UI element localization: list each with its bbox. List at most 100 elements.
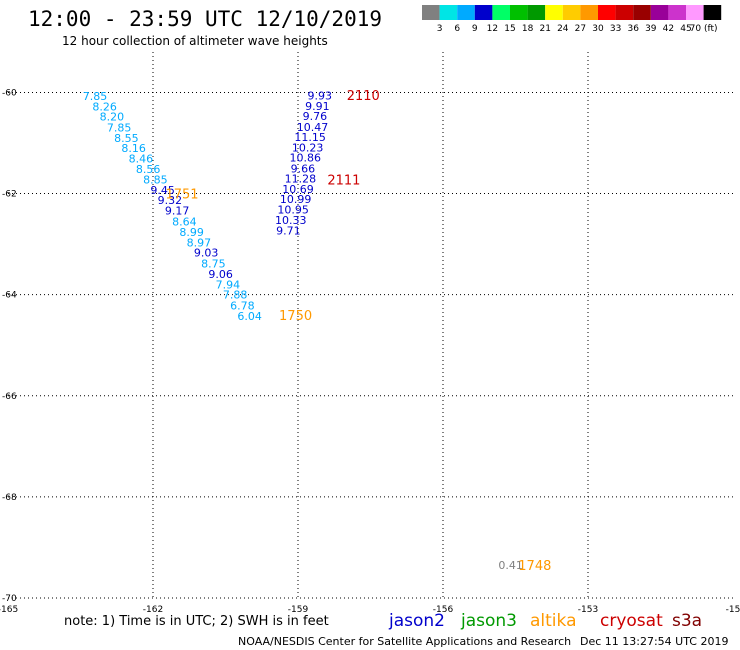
colorbar-label: 36 (627, 24, 639, 34)
time-label: 1748 (518, 559, 551, 574)
wave-height-point: 6.78 (230, 299, 255, 312)
colorbar-label: 12 (487, 24, 498, 34)
wave-height-point: 10.95 (277, 204, 309, 217)
wave-height-point: 8.16 (121, 142, 146, 155)
y-tick-label: -70 (2, 594, 17, 604)
colorbar-label: 33 (610, 24, 621, 34)
y-tick-label: -64 (2, 291, 17, 301)
time-label: 2111 (327, 173, 360, 188)
colorbar-label: 39 (645, 24, 657, 34)
x-axis-ticks: -165 -162 -159 -156 -153 -15 (0, 605, 740, 615)
colorbar-label: 42 (663, 24, 674, 34)
wave-height-point: 7.88 (223, 289, 248, 302)
wave-height-point: 8.75 (201, 257, 226, 270)
colorbar-label: 30 (592, 24, 604, 34)
y-tick-label: -68 (2, 493, 17, 503)
satellite-name: jason2 (388, 611, 445, 631)
colorbar-swatch (686, 5, 704, 20)
wave-height-point: 8.64 (172, 215, 197, 228)
wave-height-point: 7.85 (83, 90, 108, 103)
footer-note: note: 1) Time is in UTC; 2) SWH is in fe… (64, 614, 329, 629)
plot-grid (8, 52, 733, 599)
x-tick-label: -165 (0, 605, 18, 615)
footer-credit: NOAA/NESDIS Center for Satellite Applica… (238, 635, 571, 648)
y-tick-label: -66 (2, 392, 17, 402)
chart-title: 12:00 - 23:59 UTC 12/10/2019 (28, 7, 382, 31)
colorbar-swatch (510, 5, 528, 20)
wave-height-point: 8.55 (114, 132, 139, 145)
time-label: 2110 (347, 89, 380, 104)
wave-height-point: 10.69 (282, 183, 314, 196)
colorbar-swatch (527, 5, 546, 20)
colorbar-swatch (633, 5, 651, 20)
colorbar-swatch (580, 5, 598, 20)
footer-timestamp: Dec 11 13:27:54 UTC 2019 (580, 635, 728, 648)
y-tick-label: -62 (2, 190, 17, 200)
colorbar-swatch (422, 5, 440, 20)
time-label: 1751 (165, 188, 198, 203)
wave-height-point: 9.93 (308, 89, 333, 102)
wave-height-point: 11.15 (294, 131, 326, 144)
colorbar-label: 70 (ft) (690, 24, 718, 34)
chart-subtitle: 12 hour collection of altimeter wave hei… (62, 34, 328, 48)
colorbar-label: 9 (472, 24, 478, 34)
colorbar-label: 15 (504, 24, 515, 34)
wave-height-point: 9.91 (305, 100, 330, 113)
wave-height-point: 7.94 (216, 279, 241, 292)
colorbar-swatch (562, 5, 581, 20)
x-tick-label: -15 (726, 605, 740, 615)
wave-height-point: 7.85 (107, 121, 132, 134)
wave-height-point: 9.32 (158, 194, 183, 207)
wave-height-point: 8.26 (92, 101, 117, 114)
satellite-legend: jason2 jason3 altika cryosat s3a (388, 611, 702, 631)
wave-height-point: 10.33 (275, 214, 307, 227)
colorbar-swatch (439, 5, 458, 20)
colorbar-label: 3 (437, 24, 443, 34)
y-axis-ticks: -60 -62 -64 -66 -68 -70 (2, 88, 17, 604)
wave-height-point: 9.45 (150, 184, 175, 197)
wave-height-point: 10.23 (292, 142, 324, 155)
wave-height-point: 9.66 (291, 162, 316, 175)
colorbar-label: 6 (454, 24, 460, 34)
wave-height-point: 9.76 (303, 110, 328, 123)
wave-height-point: 11.28 (285, 172, 317, 185)
wave-height-point: 9.71 (276, 224, 301, 237)
colorbar-swatch (457, 5, 475, 20)
wave-height-point: 8.56 (136, 163, 161, 176)
x-tick-label: -153 (578, 605, 598, 615)
wave-height-point: 8.20 (100, 111, 125, 124)
colorbar-label: 27 (575, 24, 586, 34)
x-tick-label: -162 (143, 605, 163, 615)
colorbar-label: 45 (680, 24, 691, 34)
wave-height-point: 9.03 (194, 247, 219, 260)
wave-height-point: 10.86 (290, 152, 322, 165)
x-tick-label: -156 (433, 605, 454, 615)
wave-height-point: 8.85 (143, 173, 168, 186)
colorbar-swatch (703, 5, 722, 20)
time-label: 1750 (279, 309, 312, 324)
wave-height-point: 9.06 (208, 268, 233, 281)
satellite-name: cryosat (600, 611, 663, 631)
satellite-name: altika (530, 611, 577, 631)
wave-height-point: 8.99 (179, 226, 204, 239)
colorbar-swatch (650, 5, 669, 20)
wave-height-point: 6.04 (237, 310, 262, 323)
colorbar-swatch (598, 5, 616, 20)
wave-height-point: 0.41 (498, 559, 523, 572)
colorbar-swatch (545, 5, 563, 20)
wave-height-point: 9.17 (165, 205, 190, 218)
observation-points: 7.858.268.207.858.558.168.468.568.859.45… (83, 89, 523, 572)
wave-height-point: 10.47 (297, 121, 329, 134)
wave-height-point: 8.97 (187, 237, 212, 250)
satellite-name: jason3 (460, 611, 517, 631)
colorbar-label: 21 (539, 24, 550, 34)
colorbar-swatch (474, 5, 493, 20)
colorbar-swatch (668, 5, 686, 20)
wave-height-point: 8.46 (129, 153, 154, 166)
x-tick-label: -159 (288, 605, 309, 615)
colorbar-label: 24 (557, 24, 569, 34)
wave-height-point: 10.99 (280, 193, 312, 206)
colorbar-label: 18 (522, 24, 534, 34)
